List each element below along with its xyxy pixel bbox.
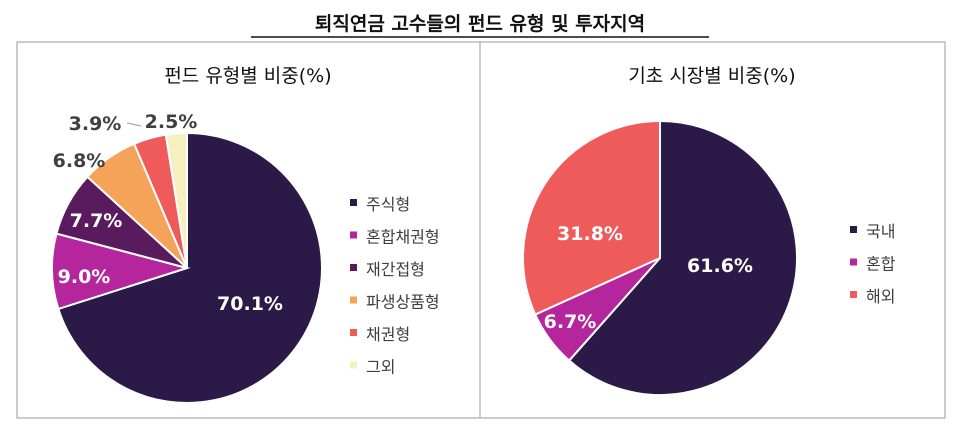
legend-marker xyxy=(350,296,357,304)
data-label: 2.5% xyxy=(145,111,198,133)
legend-label: 해외 xyxy=(866,287,895,306)
legend-marker xyxy=(850,291,857,298)
legend-label: 혼합 xyxy=(866,255,896,274)
data-label: 9.0% xyxy=(58,266,111,288)
leader-line xyxy=(126,122,142,127)
legend-label: 혼합채권형 xyxy=(366,228,440,247)
legend-label: 재간접형 xyxy=(366,260,425,279)
right-panel xyxy=(479,41,946,419)
data-label: 6.8% xyxy=(53,150,106,172)
data-label: 61.6% xyxy=(687,255,753,277)
chart-title-market: 기초 시장별 비중(%) xyxy=(628,65,795,87)
legend-label: 채권형 xyxy=(366,325,410,344)
legend-label: 파생상품형 xyxy=(366,293,440,312)
data-label: 3.9% xyxy=(69,113,122,135)
data-label: 70.1% xyxy=(217,293,283,315)
legend-label: 국내 xyxy=(866,222,895,241)
legend-marker xyxy=(350,199,357,206)
legend-marker xyxy=(350,329,357,336)
legend-marker xyxy=(350,361,357,369)
pie-slice xyxy=(522,119,661,316)
legend-label: 그외 xyxy=(366,358,395,377)
data-label: 31.8% xyxy=(557,223,623,245)
pie-slice xyxy=(567,119,798,396)
legend-marker xyxy=(850,226,857,233)
main-title: 퇴직연금 고수들의 펀드 유형 및 투자지역 xyxy=(315,13,645,35)
legend-label: 주식형 xyxy=(366,195,410,214)
legend-marker xyxy=(850,258,857,266)
legend-marker xyxy=(350,231,357,239)
pie-slice xyxy=(164,131,188,269)
data-label: 6.7% xyxy=(544,311,597,333)
legend-marker xyxy=(350,264,357,271)
data-label: 7.7% xyxy=(70,210,123,232)
chart-title-fund-type: 펀드 유형별 비중(%) xyxy=(164,65,331,87)
